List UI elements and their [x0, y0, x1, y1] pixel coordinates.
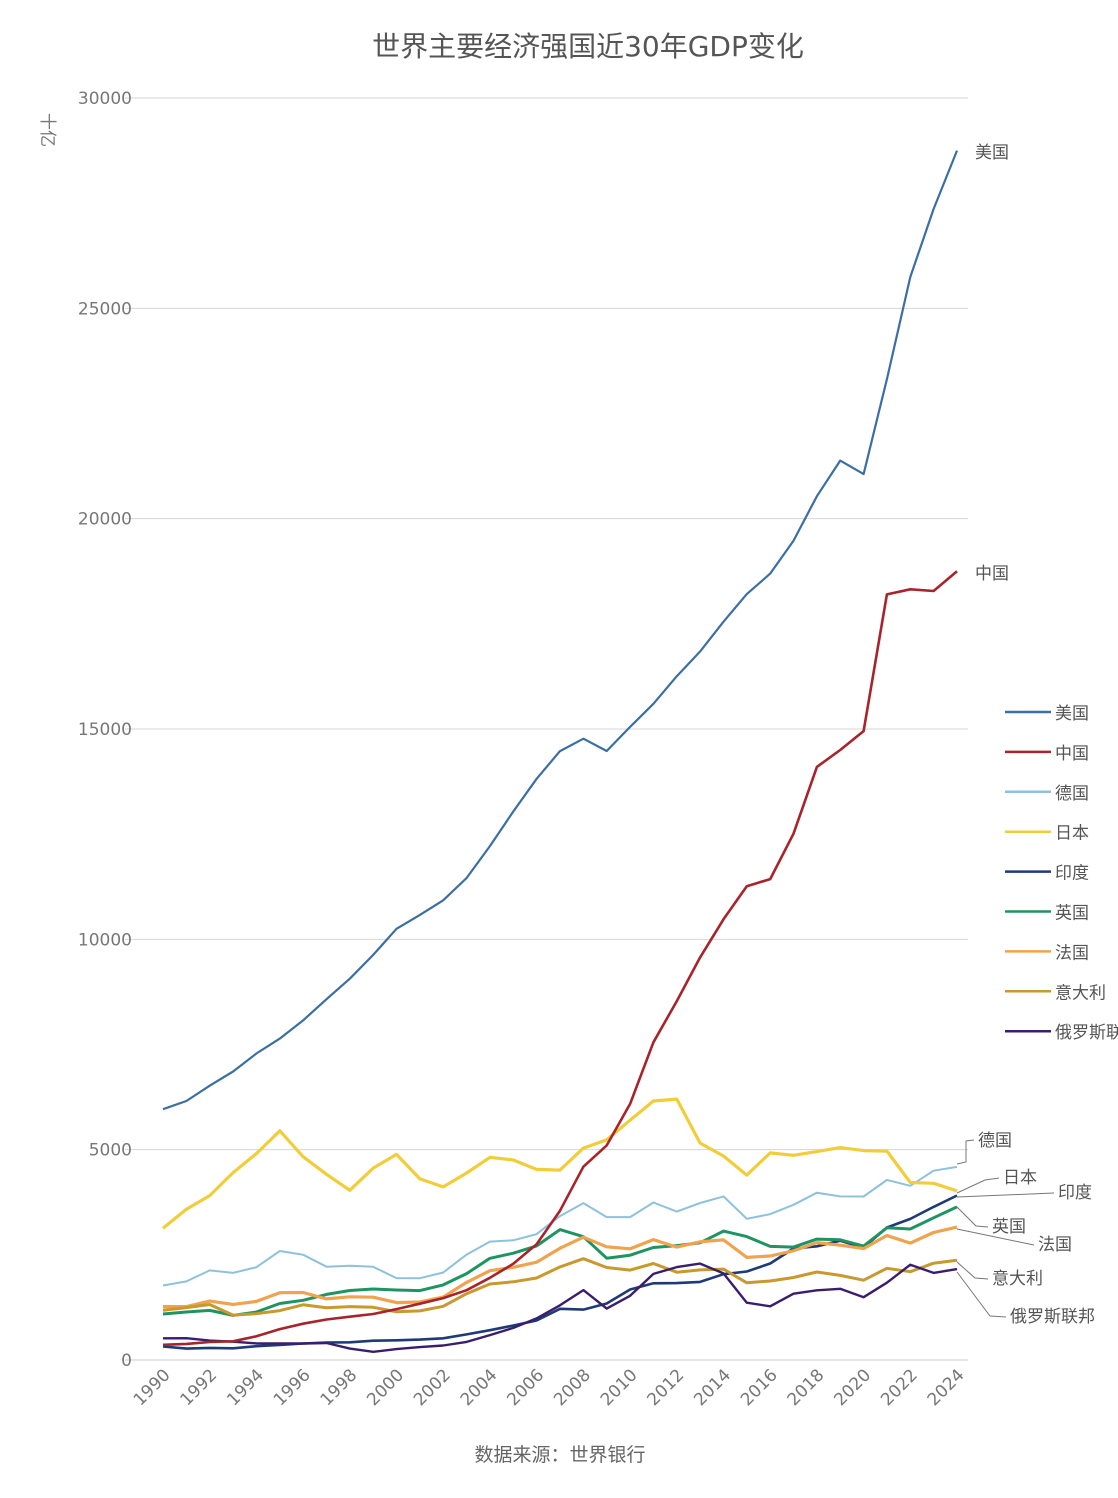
chart-title: 世界主要经济强国近30年GDP变化 — [372, 30, 804, 63]
legend-item: 德国 — [1005, 784, 1089, 804]
series-end-label: 美国 — [975, 143, 1009, 163]
y-axis-label: 十亿 — [37, 113, 57, 147]
legend-item: 俄罗斯联邦 — [1005, 1023, 1118, 1043]
legend-item: 中国 — [1005, 744, 1089, 764]
legend-label: 印度 — [1055, 864, 1089, 884]
series-end-label: 德国 — [978, 1131, 1012, 1151]
leader-line — [956, 1177, 1000, 1194]
y-tick-label: 25000 — [78, 299, 132, 319]
series-line-1 — [162, 570, 958, 1347]
series-end-label: 意大利 — [992, 1269, 1043, 1289]
legend-label: 美国 — [1055, 704, 1089, 724]
leader-line — [956, 1192, 1055, 1198]
x-tick-label: 2024 — [924, 1365, 969, 1410]
x-tick-label: 1998 — [317, 1365, 362, 1410]
x-tick-label: 1994 — [223, 1365, 268, 1410]
leader-line — [956, 1206, 989, 1228]
series-end-label: 日本 — [1003, 1168, 1037, 1188]
series-line-2 — [162, 1165, 958, 1287]
series-end-label: 中国 — [975, 564, 1009, 584]
y-tick-label: 15000 — [78, 720, 132, 740]
y-tick-label: 10000 — [78, 930, 132, 950]
x-tick-label: 1990 — [130, 1365, 175, 1410]
x-tick-label: 2012 — [644, 1365, 689, 1410]
leader-line — [956, 1139, 975, 1165]
legend-label: 日本 — [1055, 824, 1089, 844]
x-tick-label: 2022 — [877, 1365, 922, 1410]
x-tick-label: 1996 — [270, 1365, 315, 1410]
legend-item: 美国 — [1005, 704, 1089, 724]
series-end-label: 俄罗斯联邦 — [1010, 1307, 1095, 1327]
legend-label: 中国 — [1055, 744, 1089, 764]
x-tick-label: 2000 — [363, 1365, 408, 1410]
legend-label: 俄罗斯联邦 — [1055, 1023, 1118, 1043]
y-tick-label: 5000 — [89, 1141, 132, 1161]
leader-line — [956, 1228, 1035, 1246]
series-end-label: 印度 — [1058, 1183, 1092, 1203]
series-line-6 — [163, 1225, 958, 1309]
series-line-8 — [162, 1262, 958, 1354]
x-tick-label: 2002 — [410, 1365, 455, 1410]
x-tick-label: 2016 — [737, 1365, 782, 1410]
x-tick-label: 2014 — [690, 1365, 735, 1410]
x-tick-label: 1992 — [177, 1365, 222, 1410]
legend-item: 英国 — [1005, 904, 1089, 924]
legend-label: 意大利 — [1055, 983, 1106, 1003]
series-end-label: 英国 — [992, 1217, 1026, 1237]
x-tick-label: 2020 — [830, 1365, 875, 1410]
legend-label: 英国 — [1055, 904, 1089, 924]
legend-item: 法国 — [1005, 943, 1089, 963]
leader-line — [956, 1271, 1007, 1318]
x-tick-label: 2010 — [597, 1365, 642, 1410]
legend-item: 意大利 — [1005, 983, 1106, 1003]
series-line-3 — [161, 1097, 958, 1230]
series-end-label: 法国 — [1038, 1235, 1072, 1255]
x-tick-label: 2004 — [457, 1365, 502, 1410]
data-source: 数据来源：世界银行 — [474, 1444, 645, 1466]
series-line-0 — [162, 150, 959, 1111]
y-tick-label: 20000 — [78, 510, 132, 530]
y-tick-label: 0 — [121, 1351, 132, 1371]
leader-line — [956, 1261, 989, 1280]
x-tick-label: 2018 — [784, 1365, 829, 1410]
y-tick-label: 30000 — [78, 89, 132, 109]
legend-label: 法国 — [1055, 943, 1089, 963]
series-line-4 — [162, 1194, 958, 1350]
series-line-7 — [162, 1257, 958, 1317]
x-tick-label: 2008 — [550, 1365, 595, 1410]
legend-label: 德国 — [1055, 784, 1089, 804]
legend-item: 日本 — [1005, 824, 1089, 844]
x-tick-label: 2006 — [503, 1365, 548, 1410]
legend-item: 印度 — [1005, 864, 1089, 884]
series-line-5 — [162, 1205, 958, 1317]
